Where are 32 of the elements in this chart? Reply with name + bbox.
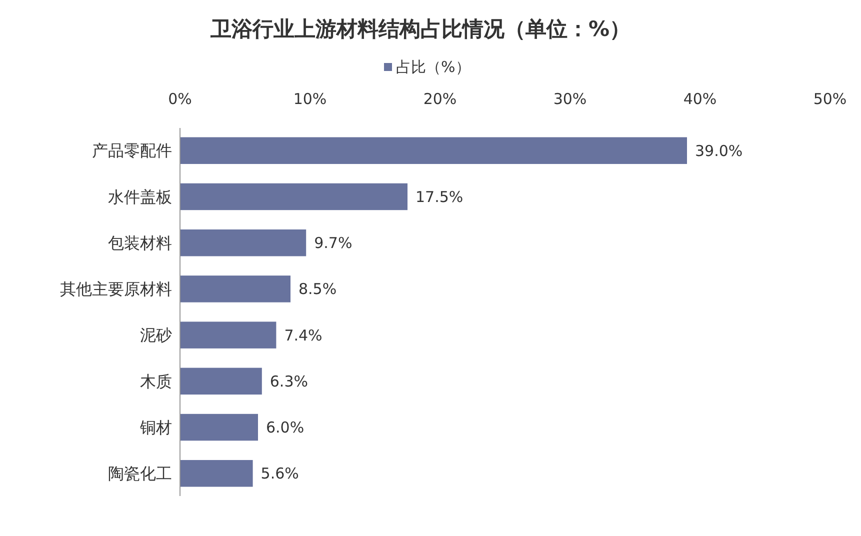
x-tick-label: 20% [423,90,457,108]
y-tick-label: 泥砂 [140,326,172,345]
x-tick-label: 0% [168,90,192,108]
x-tick-label: 10% [293,90,327,108]
text: 7.4% [284,326,322,344]
legend-label: 占比（%） [396,58,470,76]
text: 9.7% [314,234,352,252]
y-tick-label: 其他主要原材料 [60,280,172,299]
bar [180,276,290,302]
bar [180,137,687,164]
x-tick-label: 30% [553,90,587,108]
bar [180,368,262,395]
chart-title: 卫浴行业上游材料结构占比情况（单位：%） [209,17,631,41]
bar [180,229,306,256]
bar [180,414,258,441]
x-tick-label: 40% [683,90,717,108]
y-tick-label: 木质 [140,372,172,391]
text: 8.5% [298,280,337,298]
text: 17.5% [416,188,464,206]
text: 6.0% [266,418,304,437]
y-tick-label: 铜材 [139,418,172,437]
bar [180,460,253,487]
y-tick-label: 包装材料 [108,233,172,252]
y-tick-label: 产品零配件 [92,141,172,160]
text: 6.3% [270,372,308,390]
text: 39.0% [695,142,743,160]
bar [180,183,408,210]
y-tick-label: 陶瓷化工 [108,464,172,484]
bar [180,322,276,348]
y-tick-label: 水件盖板 [108,187,172,206]
x-tick-label: 50% [813,90,847,108]
text: 5.6% [260,464,299,483]
